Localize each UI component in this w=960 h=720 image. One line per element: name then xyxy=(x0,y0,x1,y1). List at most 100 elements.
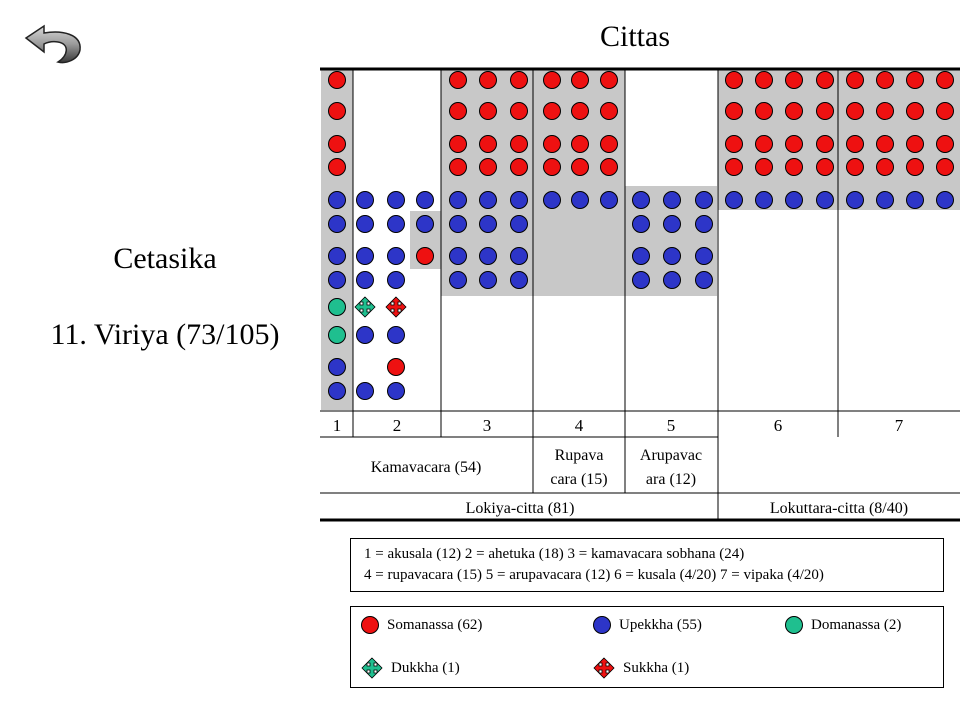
group-label: Arupavac xyxy=(640,447,702,464)
upekkha-dot xyxy=(479,271,497,289)
shaded-region xyxy=(718,70,960,210)
somanassa-dot xyxy=(876,71,894,89)
column-header: 5 xyxy=(667,416,676,435)
somanassa-dot xyxy=(755,135,773,153)
somanassa-dot xyxy=(449,71,467,89)
somanassa-dot xyxy=(387,358,405,376)
somanassa-dot xyxy=(449,158,467,176)
somanassa-dot xyxy=(725,158,743,176)
group-label: Rupava xyxy=(555,447,604,464)
upekkha-dot xyxy=(356,326,374,344)
total-label: Lokiya-citta (81) xyxy=(466,500,575,517)
upekkha-dot xyxy=(387,326,405,344)
key-line: 1 = akusala (12) 2 = ahetuka (18) 3 = ka… xyxy=(364,546,745,562)
table-lines xyxy=(320,67,960,522)
upekkha-dot xyxy=(663,215,681,233)
somanassa-dot xyxy=(936,158,954,176)
upekkha-dot xyxy=(755,191,773,209)
upekkha-dot xyxy=(328,358,346,376)
somanassa-dot xyxy=(510,158,528,176)
somanassa-dot xyxy=(936,71,954,89)
somanassa-dot xyxy=(479,158,497,176)
somanassa-dot xyxy=(906,158,924,176)
green-cross-arrows-icon xyxy=(361,657,383,679)
upekkha-dot xyxy=(632,215,650,233)
somanassa-dot xyxy=(906,102,924,120)
upekkha-dot xyxy=(328,215,346,233)
upekkha-dot xyxy=(416,191,434,209)
somanassa-dot xyxy=(571,135,589,153)
shaded-region xyxy=(321,70,353,410)
legend-item-sukkha: Sukkha (1) xyxy=(593,657,689,679)
key-box: 1 = akusala (12) 2 = ahetuka (18) 3 = ka… xyxy=(350,538,944,592)
upekkha-dot xyxy=(876,191,894,209)
side-subtitle: 11. Viriya (73/105) xyxy=(50,318,280,351)
somanassa-dot xyxy=(725,102,743,120)
somanassa-dot xyxy=(816,71,834,89)
somanassa-dot xyxy=(510,135,528,153)
citta-dots xyxy=(328,71,954,400)
blue-dot-icon xyxy=(593,616,611,634)
upekkha-dot xyxy=(846,191,864,209)
somanassa-dot xyxy=(510,102,528,120)
upekkha-dot xyxy=(449,271,467,289)
somanassa-dot xyxy=(755,102,773,120)
dukkha-cross-icon xyxy=(354,296,376,318)
red-dot-icon xyxy=(361,616,379,634)
somanassa-dot xyxy=(479,102,497,120)
domanassa-dot xyxy=(328,298,346,316)
somanassa-dot xyxy=(510,71,528,89)
legend-label: Dukkha (1) xyxy=(391,659,460,676)
upekkha-dot xyxy=(328,271,346,289)
upekkha-dot xyxy=(387,271,405,289)
somanassa-dot xyxy=(600,71,618,89)
somanassa-dot xyxy=(906,135,924,153)
legend-box: Somanassa (62) Upekkha (55) Domanassa (2… xyxy=(350,606,944,688)
somanassa-dot xyxy=(600,135,618,153)
somanassa-dot xyxy=(543,102,561,120)
somanassa-dot xyxy=(543,135,561,153)
legend-label: Somanassa (62) xyxy=(387,616,483,633)
somanassa-dot xyxy=(543,71,561,89)
somanassa-dot xyxy=(755,71,773,89)
upekkha-dot xyxy=(725,191,743,209)
legend-label: Upekkha (55) xyxy=(619,616,702,633)
legend-item-upekkha: Upekkha (55) xyxy=(593,616,702,634)
upekkha-dot xyxy=(600,191,618,209)
upekkha-dot xyxy=(479,215,497,233)
shaded-regions xyxy=(321,70,960,410)
group-label: ara (12) xyxy=(646,471,696,488)
upekkha-dot xyxy=(328,247,346,265)
domanassa-dot xyxy=(328,326,346,344)
upekkha-dot xyxy=(543,191,561,209)
somanassa-dot xyxy=(600,102,618,120)
upekkha-dot xyxy=(695,271,713,289)
legend-item-somanassa: Somanassa (62) xyxy=(361,616,482,634)
somanassa-dot xyxy=(785,158,803,176)
upekkha-dot xyxy=(632,247,650,265)
somanassa-dot xyxy=(816,135,834,153)
upekkha-dot xyxy=(571,191,589,209)
somanassa-dot xyxy=(785,102,803,120)
back-arrow-icon[interactable] xyxy=(22,22,86,66)
upekkha-dot xyxy=(632,271,650,289)
upekkha-dot xyxy=(479,191,497,209)
somanassa-dot xyxy=(936,135,954,153)
upekkha-dot xyxy=(510,191,528,209)
somanassa-dot xyxy=(571,71,589,89)
upekkha-dot xyxy=(663,247,681,265)
somanassa-dot xyxy=(785,135,803,153)
upekkha-dot xyxy=(510,215,528,233)
somanassa-dot xyxy=(600,158,618,176)
sukkha-cross-icon xyxy=(385,296,407,318)
upekkha-dot xyxy=(328,382,346,400)
somanassa-dot xyxy=(571,158,589,176)
legend-item-dukkha: Dukkha (1) xyxy=(361,657,460,679)
upekkha-dot xyxy=(387,191,405,209)
somanassa-dot xyxy=(725,71,743,89)
upekkha-dot xyxy=(695,215,713,233)
upekkha-dot xyxy=(936,191,954,209)
upekkha-dot xyxy=(695,191,713,209)
citta-diagram: 1 2 3 4 5 6 7 Kamavacara (54) Rupava cara (15) Aru… xyxy=(320,67,960,522)
table-labels: 1 2 3 4 5 6 7 Kamavacara (54) Rupava cara (15) Aru… xyxy=(333,416,908,517)
